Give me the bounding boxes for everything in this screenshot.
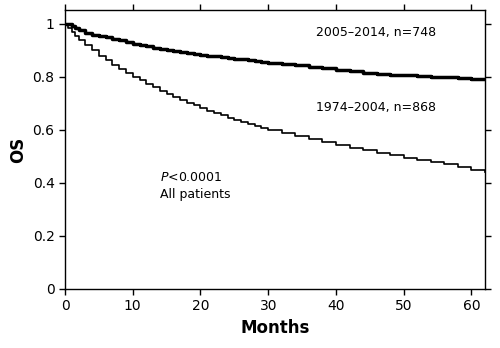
Text: 1974–2004, n=868: 1974–2004, n=868 [316, 101, 436, 114]
Text: All patients: All patients [160, 188, 230, 201]
Text: $P$<0.0001: $P$<0.0001 [160, 171, 222, 184]
Text: 2005–2014, n=748: 2005–2014, n=748 [316, 26, 436, 39]
X-axis label: Months: Months [240, 319, 310, 337]
Y-axis label: OS: OS [9, 136, 27, 163]
